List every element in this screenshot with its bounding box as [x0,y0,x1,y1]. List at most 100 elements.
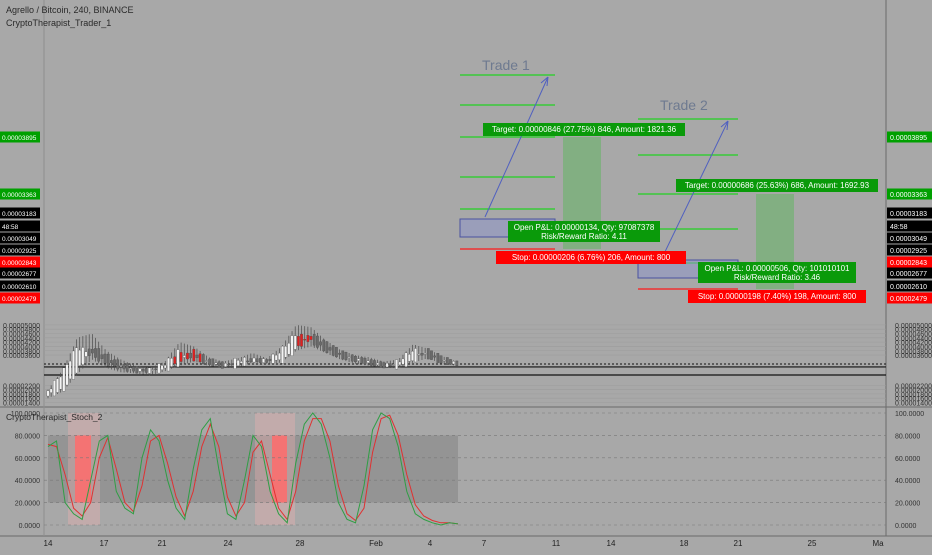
candle-body [354,356,357,363]
osc-tick-right: 20.0000 [895,501,920,508]
candle-body [154,368,158,371]
candle-body [208,358,211,365]
time-tick: 7 [482,539,487,548]
stoch-d-line [47,414,459,525]
time-tick: 14 [607,539,616,548]
osc-tick-left: 60.0000 [15,456,40,463]
osc-tick-left: 20.0000 [15,501,40,508]
candle-body [52,380,56,397]
candle-body [401,358,405,365]
y-tick-right: 0.00003800 [895,349,932,356]
candle-body [68,360,72,380]
candle-body [151,369,154,371]
candle-body [176,349,180,367]
price-tag [887,232,932,244]
candle-body [297,336,300,346]
candle-body [230,363,234,366]
candle-body [433,355,436,358]
candle-body [445,357,449,365]
pnl-label-text: Risk/Reward Ratio: 3.46 [734,273,821,282]
candle-body [141,369,145,372]
price-tag-left [0,256,40,268]
candle-body [335,347,338,358]
candle-body [129,367,132,370]
candle-body [262,358,265,363]
y-tick-right: 0.00005000 [895,323,932,330]
candles [46,325,459,399]
y-tick-right: 0.00002200 [895,383,932,390]
candle-body [132,366,135,372]
candle-body [316,335,319,348]
candle-body [366,360,370,363]
candle-body [319,341,322,346]
y-tick-right: 0.00004800 [895,327,932,334]
y-tick-left: 0.00001800 [3,392,40,399]
candle-body [420,353,424,356]
candle-body [331,345,335,356]
candle-body [414,348,417,363]
candle-body [430,350,433,360]
candle-body [62,367,66,392]
y-tick-left: 0.00002200 [3,383,40,390]
candle-body [233,358,237,369]
candle-body [163,365,167,369]
price-tag-left-label: 0.00003183 [2,211,37,218]
time-tick: Ma [872,539,884,548]
price-tag-left [0,188,40,200]
y-tick-left: 0.00003600 [3,353,40,360]
y-tick-right: 0.00003600 [895,353,932,360]
time-tick: 4 [428,539,433,548]
price-tag-label: 0.00003049 [890,236,927,243]
candle-body [192,348,196,362]
candle-body [249,358,253,363]
candle-body [217,361,221,367]
trade-title: Trade 1 [482,57,530,73]
candle-body [290,335,294,356]
candle-body [160,365,164,370]
time-tick: Feb [369,539,383,548]
candle-body [309,336,313,340]
candle-body [144,368,148,373]
candle-body [72,350,75,380]
y-tick-right: 0.00002000 [895,388,932,395]
stoch-zone-light [255,413,295,525]
candle-body [392,364,395,366]
indicator-title: CryptoTherapist_Trader_1 [6,18,112,28]
candle-body [379,361,383,368]
candle-body [195,354,199,358]
candle-body [189,352,192,359]
candle-body [344,351,348,360]
time-tick: 21 [158,539,167,548]
candle-body [84,351,88,357]
pnl-label-text: Open P&L: 0.00000506, Qty: 101010101 [704,264,850,273]
price-tag [887,207,932,219]
price-tag-left-label: 0.00002479 [2,296,37,303]
y-tick-left: 0.00004200 [3,340,40,347]
price-tag-left [0,220,40,232]
candle-body [91,348,94,354]
y-tick-right: 0.00004400 [895,336,932,343]
candle-body [322,339,326,352]
candle-body [404,352,408,367]
candle-body [455,360,459,366]
candle-body [246,360,250,363]
candle-body [452,361,456,365]
time-tick: 28 [296,539,305,548]
target-label-text: Target: 0.00000686 (25.63%) 686, Amount:… [685,181,870,190]
candle-body [135,366,139,374]
stoch-k-line [47,412,459,526]
price-tag-label: 0.00002677 [890,271,927,278]
price-tag [887,292,932,304]
price-tag-left-label: 0.00002925 [2,248,37,255]
stoch-zones [48,413,458,525]
candle-body [306,335,310,342]
candle-body [179,352,183,362]
candle-body [122,364,126,370]
time-tick: 11 [552,539,561,548]
candle-body [186,352,189,360]
candle-body [398,361,402,366]
trade-tools[interactable]: Trade 1 Trade 2 Target: 0.00000846 (27.75%… [459,57,878,303]
price-tag-label: 0.00003183 [890,211,927,218]
